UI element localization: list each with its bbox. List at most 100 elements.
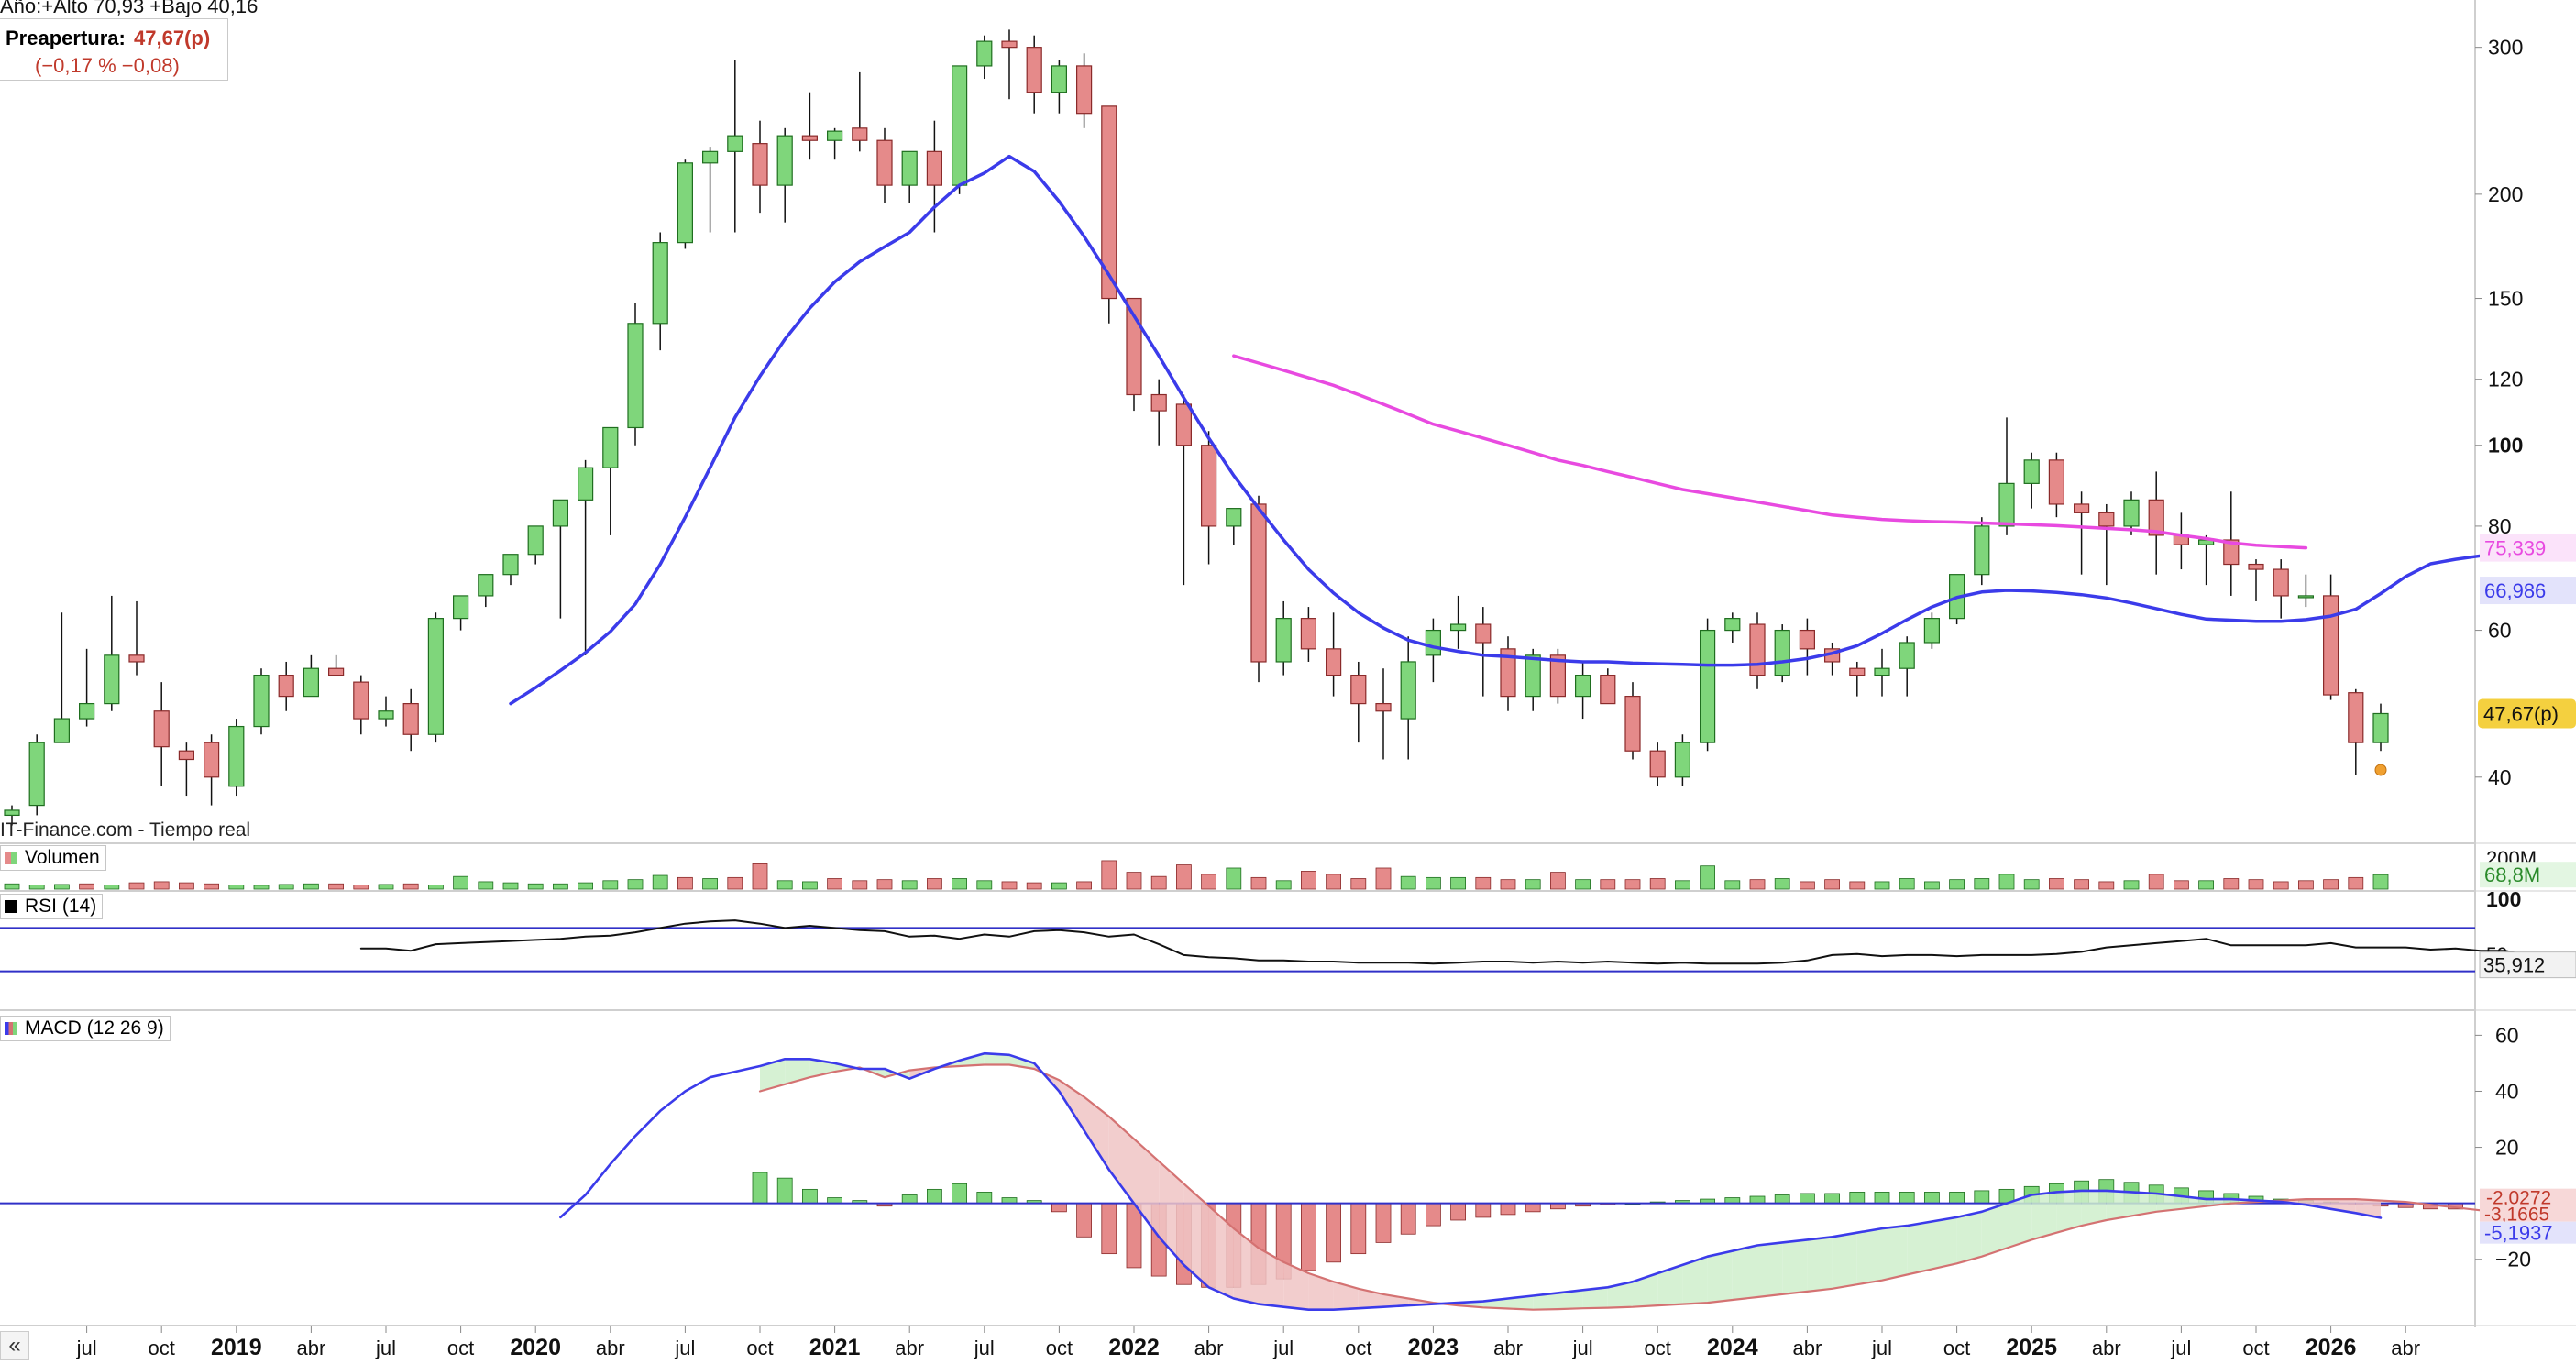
volume-bar [478,881,494,890]
candle-body [1001,40,1018,49]
volume-bar [802,881,818,890]
rsi-last-bg [2479,952,2576,979]
macd-histogram-bar [1326,1203,1341,1263]
candle-body [1300,618,1317,650]
volume-bar [1624,879,1641,890]
candle-body [2297,595,2314,599]
volume-last-value: 68,8M [2484,864,2540,886]
volume-bar [1450,876,1466,890]
macd-line [559,1051,2383,1311]
volume-bar [2074,879,2090,890]
macd-signal-fill [1807,1237,1833,1292]
macd-signal-fill [1383,1293,1409,1307]
volume-bar [1350,878,1367,890]
volume-bar [1426,876,1441,890]
candle-body [28,742,45,807]
preopening-change: (−0,17 % −0,08) [35,54,180,77]
price-tick-label: 80 [2488,514,2512,538]
macd-signal-fill [1832,1232,1857,1289]
candle-body [328,667,345,676]
macd-histogram-bar [1874,1192,1890,1204]
volume-bar [827,878,842,890]
candle-body [2323,595,2339,696]
x-tick-label: oct [149,1336,175,1359]
macd-label[interactable]: MACD (12 26 9) [0,1016,171,1041]
candle-body [1724,618,1741,632]
x-tick-label: jul [1572,1336,1593,1359]
candle-body [1200,445,1217,527]
volume-bar [1201,874,1216,890]
x-tick-label: 2025 [2006,1335,2057,1360]
volume-bar [602,880,619,890]
macd-last-value: -5,1937 [2484,1222,2553,1245]
candle-body [2048,459,2064,505]
rsi-tick-100: 100 [2486,887,2521,911]
macd-signal-fill [1259,1248,1284,1307]
volume-label-text: Volumen [25,847,100,868]
macd-signal-line [758,1063,2507,1311]
candle-body [1600,674,1616,705]
volume-bar [427,885,444,890]
volume-bar [2323,879,2339,890]
candle-body [78,702,95,720]
preopening-value: 47,67(p) [134,27,211,50]
macd-signal-fill [1308,1273,1334,1310]
macd-signal-fill [1856,1228,1882,1285]
x-tick-label: oct [1645,1336,1671,1359]
preopening-dot [2374,764,2387,776]
volume-bar [1326,874,1341,890]
ma-magenta-last-value: 75,339 [2484,537,2546,560]
volume-bar [1500,879,1516,890]
macd-histogram-bar [952,1182,967,1204]
macd-histogram-bar [927,1188,942,1204]
macd-signal-fill [1981,1203,2007,1257]
macd-label-text: MACD (12 26 9) [25,1018,164,1039]
macd-signal-fill [959,1053,985,1066]
x-tick-label: 2023 [1408,1335,1459,1360]
x-tick-label: jul [974,1336,995,1359]
candle-body [677,162,694,244]
volume-bar [128,882,145,890]
candle-body [178,750,194,761]
volume-bar [353,885,369,890]
macd-signal-fill [1333,1282,1359,1310]
candle-body [1325,648,1342,676]
candle-body [2223,539,2240,566]
double-chevron-left-icon[interactable]: « [0,1331,29,1360]
rsi-last-value: 35,912 [2483,954,2545,977]
macd-signal-fill [1757,1242,1783,1297]
volume-bar [278,884,294,890]
volume-bar [2223,878,2240,890]
candle-body [801,135,819,141]
price-tick-label: 300 [2488,36,2523,60]
macd-histogram-bar [1301,1203,1316,1271]
x-tick-label: jul [375,1336,396,1359]
macd-histogram-bar [976,1192,993,1204]
volume-bar [1101,860,1117,890]
volume-bar [54,884,70,890]
macd-histogram-bar [1475,1203,1492,1218]
price-tick-label: 200 [2488,182,2523,206]
macd-signal-fill [1707,1250,1733,1304]
volume-bar [253,885,270,890]
macd-signal-last-value: -3,1665 [2484,1204,2549,1226]
macd-signal-last-bg [2480,1204,2576,1222]
x-tick-label: oct [2242,1336,2269,1359]
volume-bar [2348,876,2364,890]
volume-label[interactable]: Volumen [0,845,106,871]
volume-bar [1749,879,1766,890]
macd-signal-fill [2056,1190,2082,1233]
candle-body [378,710,394,720]
macd-signal-fill [1582,1287,1608,1309]
macd-signal-fill [1159,1160,1184,1265]
price-tick-label: 150 [2488,287,2523,311]
data-source: IT-Finance.com - Tiempo real [0,820,251,841]
candle-body [727,135,743,152]
volume-bar [652,874,668,890]
rsi-label[interactable]: RSI (14) [0,894,104,919]
volume-bar [527,883,544,890]
volume-bar [378,884,394,890]
candle-body [1400,661,1416,720]
volume-bar [627,879,644,890]
